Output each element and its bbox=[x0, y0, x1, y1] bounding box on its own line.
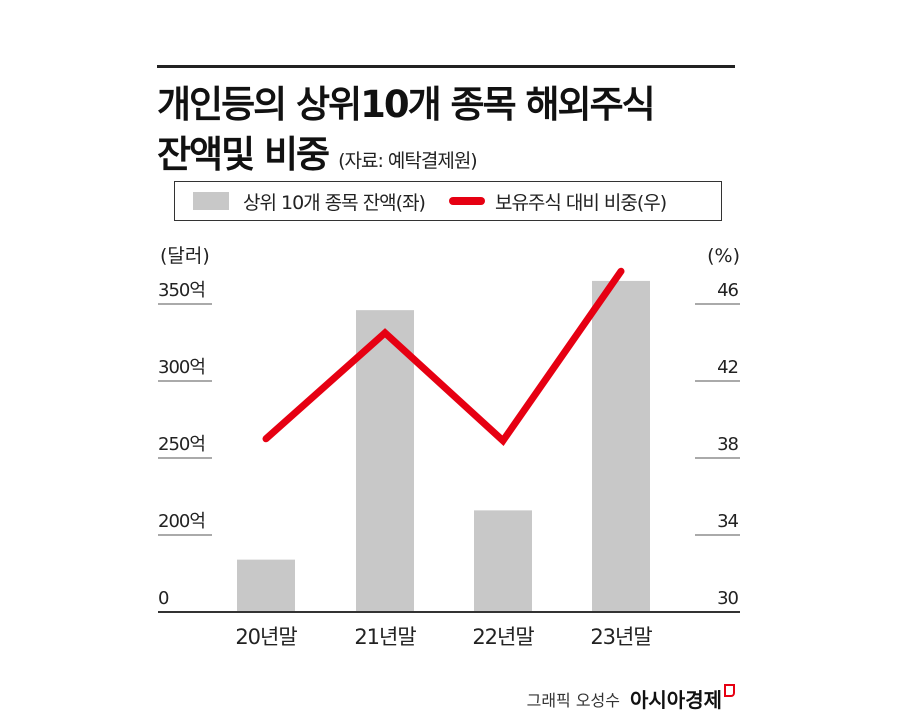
left-axis-label: (달러) bbox=[160, 245, 210, 267]
source-note: (자료: 예탁결제원) bbox=[338, 150, 478, 172]
x-tick-label: 23년말 bbox=[590, 625, 652, 649]
title-rule bbox=[157, 65, 735, 68]
right-tick-label: 46 bbox=[717, 280, 738, 301]
right-tick-label: 42 bbox=[717, 357, 738, 378]
legend-bar-label: 상위 10개 종목 잔액(좌) bbox=[243, 191, 426, 214]
right-axis-label: (%) bbox=[707, 245, 740, 267]
x-tick-label: 21년말 bbox=[354, 625, 416, 649]
chart-title-line2: 잔액및 비중 (자료: 예탁결제원) bbox=[157, 124, 478, 178]
legend-line-label: 보유주식 대비 비중(우) bbox=[494, 191, 667, 214]
chart-title-line1: 개인등의 상위10개 종목 해외주식 bbox=[157, 83, 656, 126]
legend-bar-swatch bbox=[193, 192, 229, 210]
right-tick-label: 30 bbox=[717, 588, 738, 609]
left-tick-label: 300억 bbox=[158, 357, 205, 378]
title-text: 잔액및 비중 bbox=[157, 133, 330, 176]
left-tick-label: 250억 bbox=[158, 434, 205, 455]
left-tick-label: 350억 bbox=[158, 280, 205, 301]
right-tick-label: 34 bbox=[717, 511, 738, 532]
credit: 그래픽 오성수 아시아경제 bbox=[527, 684, 735, 713]
right-tick-label: 38 bbox=[717, 434, 738, 455]
credit-text: 그래픽 오성수 bbox=[526, 690, 620, 710]
x-tick-label: 20년말 bbox=[235, 625, 297, 649]
left-tick-label: 0 bbox=[158, 588, 169, 609]
brand-logo: 아시아경제 bbox=[630, 684, 735, 713]
legend-line-swatch bbox=[448, 197, 485, 205]
brand-mark-icon bbox=[724, 684, 735, 697]
bar-23년말 bbox=[592, 280, 650, 612]
legend: 상위 10개 종목 잔액(좌) 보유주식 대비 비중(우) bbox=[174, 181, 722, 221]
bar-21년말 bbox=[356, 310, 414, 612]
left-tick-label: 200억 bbox=[158, 511, 205, 532]
x-tick-label: 22년말 bbox=[472, 625, 534, 649]
bar-22년말 bbox=[474, 510, 532, 612]
ratio-line bbox=[262, 267, 625, 446]
bar-20년말 bbox=[237, 559, 295, 612]
